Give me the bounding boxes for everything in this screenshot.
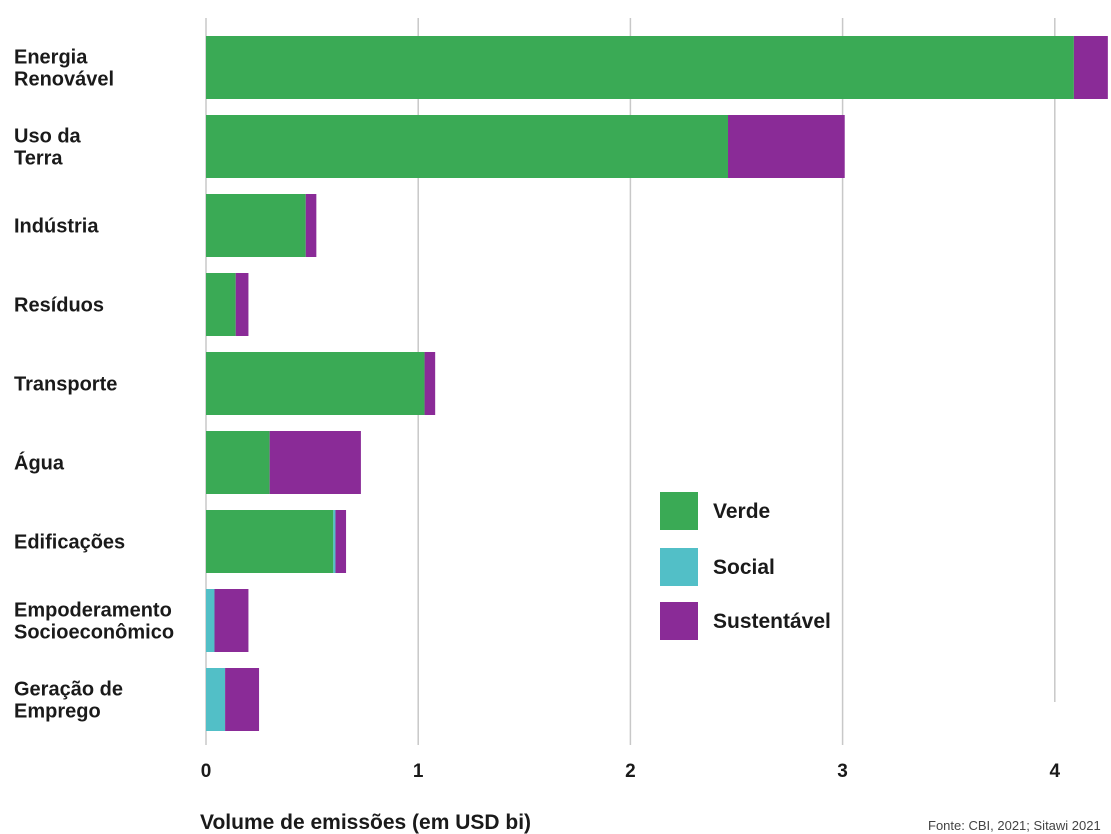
x-tick-labels: 0 1 2 3 4 xyxy=(201,761,1061,782)
x-axis-label: Volume de emissões (em USD bi) xyxy=(200,811,531,834)
bars xyxy=(206,36,1108,731)
category-label: Geração de xyxy=(14,679,123,701)
x-tick-label: 2 xyxy=(625,761,636,782)
x-tick-label: 4 xyxy=(1050,761,1061,782)
bar-segment xyxy=(225,668,260,731)
legend-swatch xyxy=(660,602,698,640)
bar-segment xyxy=(206,668,226,731)
bar-segment xyxy=(1073,36,1108,99)
bar-segment xyxy=(206,36,1074,99)
bar-segment xyxy=(206,431,270,494)
category-label: Energia xyxy=(14,47,88,69)
x-tick-label: 0 xyxy=(201,761,212,782)
x-tick-label: 1 xyxy=(413,761,424,782)
legend-label: Sustentável xyxy=(713,610,831,633)
legend-label: Social xyxy=(713,556,775,579)
category-label: Socioeconômico xyxy=(14,622,174,644)
category-label: Indústria xyxy=(14,216,99,238)
bar-segment xyxy=(424,352,436,415)
category-label: Empoderamento xyxy=(14,600,172,622)
bar-segment xyxy=(206,115,729,178)
category-label: Transporte xyxy=(14,374,117,396)
legend: Verde Social Sustentável xyxy=(660,492,831,640)
bar-segment xyxy=(214,589,249,652)
bar-segment xyxy=(305,194,317,257)
category-label: Resíduos xyxy=(14,295,104,317)
category-label: Terra xyxy=(14,148,63,170)
bar-segment xyxy=(206,194,306,257)
bar-segment xyxy=(206,352,425,415)
bar-segment xyxy=(335,510,347,573)
bar-segment xyxy=(269,431,361,494)
x-tick-label: 3 xyxy=(837,761,848,782)
category-label: Emprego xyxy=(14,701,101,723)
category-label: Água xyxy=(14,452,65,475)
legend-swatch xyxy=(660,492,698,530)
category-label: Uso da xyxy=(14,126,82,148)
source-note: Fonte: CBI, 2021; Sitawi 2021 xyxy=(928,818,1101,833)
bar-segment xyxy=(235,273,249,336)
bar-segment xyxy=(333,510,336,573)
bar-segment xyxy=(206,589,215,652)
category-label: Renovável xyxy=(14,69,114,91)
bar-segment xyxy=(206,273,236,336)
bar-segment xyxy=(728,115,845,178)
bar-segment xyxy=(206,510,334,573)
category-label: Edificações xyxy=(14,532,125,554)
legend-swatch xyxy=(660,548,698,586)
legend-label: Verde xyxy=(713,500,770,523)
